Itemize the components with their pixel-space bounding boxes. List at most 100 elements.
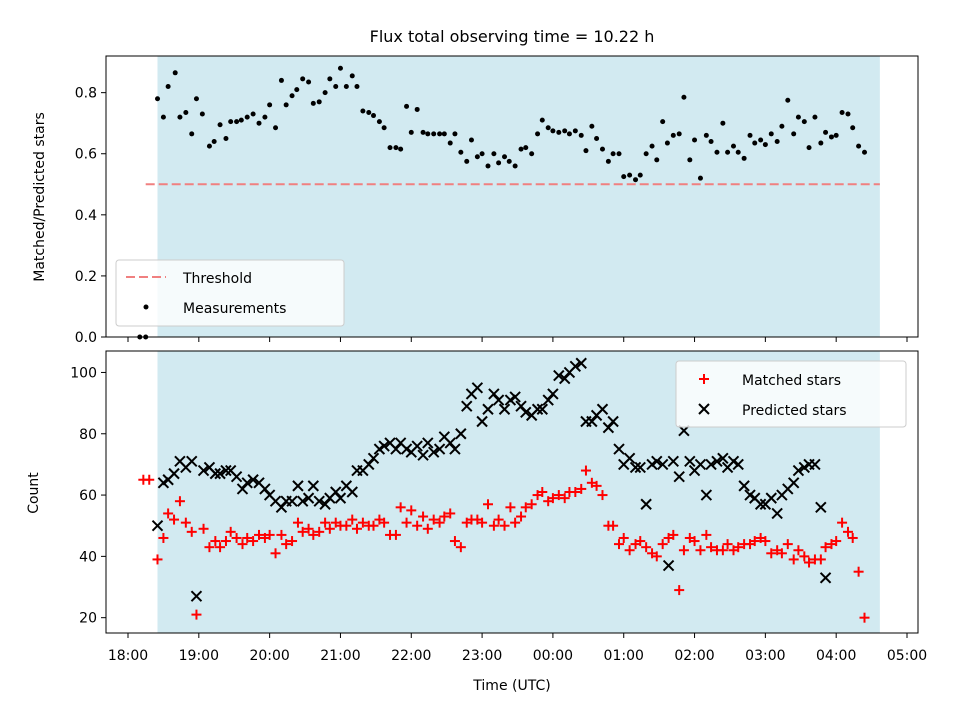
measurement-point [839,110,845,116]
bottom-x-ticks: 18:00 19:00 20:00 21:00 22:00 23:00 00:00 01:00… [108,633,927,664]
predicted-stars-point [427,446,440,458]
legend-predicted-label: Predicted stars [742,403,847,419]
predicted-stars-point [684,455,696,468]
matched-stars-point [482,499,493,510]
predicted-stars-point [492,394,505,406]
matched-stars-point [733,542,744,553]
matched-stars-point [357,517,368,528]
matched-stars-point [225,526,236,537]
predicted-stars-point [313,495,325,507]
measurement-point [160,114,166,120]
matched-stars-point [706,542,717,553]
measurement-point [856,143,862,149]
predicted-stars-point [411,440,423,452]
matched-stars-point [782,539,793,550]
matched-stars-point [144,474,155,485]
measurement-point [535,131,541,137]
top-y-ticks: 0.0 0.2 0.4 0.6 0.8 [75,86,106,346]
chart-title: Flux total observing time = 10.22 h [370,27,655,46]
bottom-panel: 20 40 60 80 100 18:00 19:00 20:00 21:00 22:00 23:… [26,350,927,694]
measurement-point [238,117,244,123]
measurement-point [256,120,262,126]
measurement-point [234,119,240,125]
predicted-stars-point [422,437,434,449]
matched-stars-point [169,514,180,525]
measurement-point [278,77,284,83]
matched-stars-point [204,542,215,553]
measurement-point [654,157,660,163]
predicted-stars-point [634,461,646,474]
matched-stars-point [695,545,706,556]
measurement-point [735,149,741,155]
bottom-legend: Matched stars Predicted stars [675,360,907,428]
predicted-stars-point [531,403,544,415]
predicted-stars-point [754,498,767,510]
matched-stars-point [804,557,815,568]
top-x-ticks [127,337,908,342]
matched-stars-point [379,517,390,528]
matched-stars-point [624,545,635,556]
y-tick-label: 0.4 [75,208,97,224]
measurement-point [343,84,349,90]
matched-stars-point [186,526,197,537]
matched-stars-point [449,536,460,547]
measurement-point [441,131,447,137]
measurement-point [795,114,801,120]
measurement-point [681,94,687,100]
matched-stars-point [831,536,842,547]
measurement-point [349,73,355,79]
matched-stars-point [859,612,870,623]
measurement-point [539,117,545,123]
top-legend: Threshold Measurements [115,259,345,327]
measurement-point [485,163,491,169]
measurement-point [458,149,464,155]
measurement-point [828,134,834,140]
matched-stars-point [493,514,504,525]
x-axis-label: Time (UTC) [472,678,550,694]
measurement-point [529,151,535,157]
y-tick-label: 0.8 [75,86,97,102]
legend-measurements-label: Measurements [183,301,286,317]
measurement-point [228,119,234,125]
predicted-stars-point [241,477,253,489]
predicted-stars-point [498,403,511,415]
measurement-point [660,119,666,125]
bottom-legend-box [675,360,907,428]
measurement-point [550,128,556,134]
measurement-point [206,143,212,149]
predicted-stars-point [596,403,609,415]
predicted-stars-point [732,458,744,471]
matched-stars-point [215,542,226,553]
matched-stars-point [776,548,787,559]
predicted-stars-point [623,452,636,464]
measurement-point [273,125,279,131]
measurement-point [468,137,474,143]
y-tick-label: 40 [79,549,97,565]
measurement-point [360,108,366,114]
predicted-stars-point [455,428,467,440]
matched-stars-point [406,505,417,516]
measurement-point [414,106,420,112]
matched-stars-point [520,502,531,513]
y-tick-label: 0.6 [75,147,97,163]
matched-stars-point [614,539,625,550]
matched-stars-point [499,520,510,531]
matched-stars-point [276,529,287,540]
matched-stars-point [152,554,163,565]
predicted-stars-point [607,415,619,428]
predicted-stars-point [547,388,559,400]
measurement-point [670,132,676,138]
matched-stars-point [526,499,537,510]
measurement-point [333,84,339,90]
matched-stars-point [547,493,558,504]
measurement-point [217,122,223,128]
predicted-stars-point [296,495,309,507]
measurement-point [589,123,595,129]
predicted-stars-point [186,455,198,468]
legend-predicted-swatch [698,403,710,415]
matched-stars-point [220,536,231,547]
predicted-stars-point [553,369,565,382]
matched-stars-point [760,536,771,547]
measurement-point [845,111,851,117]
matched-stars-point [788,554,799,565]
